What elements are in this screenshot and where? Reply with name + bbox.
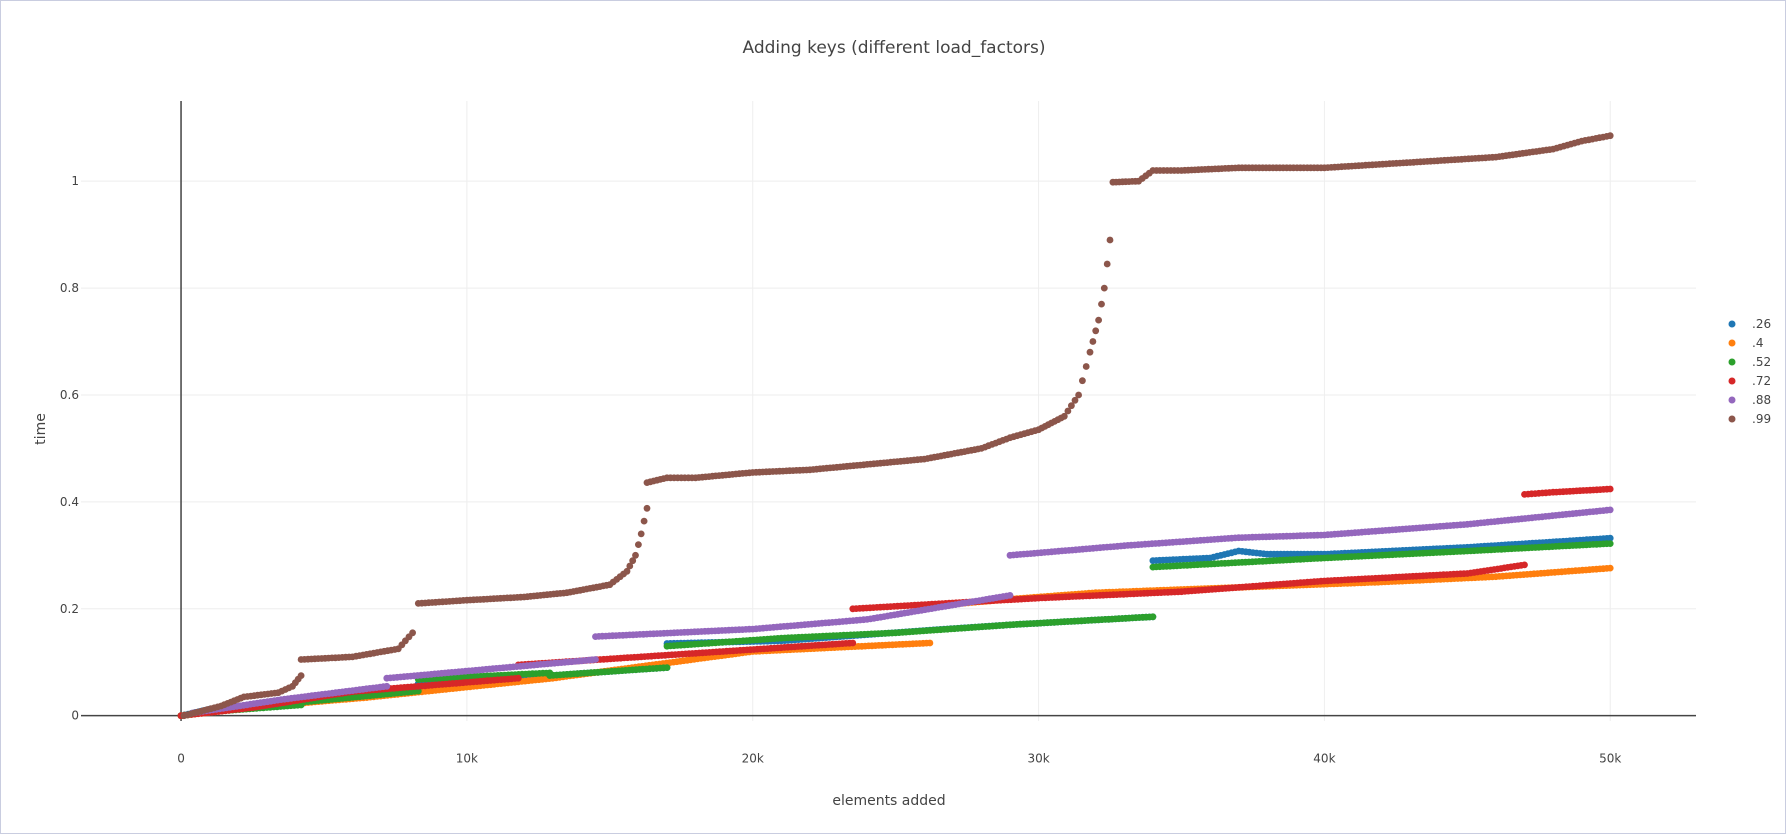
legend-marker <box>1728 358 1736 366</box>
series-p88 <box>189 506 1614 717</box>
data-point <box>1521 561 1528 569</box>
data-point <box>1086 348 1094 356</box>
chart-title: Adding keys (different load_factors) <box>743 38 1046 58</box>
data-point <box>1149 613 1157 621</box>
data-point <box>926 639 934 647</box>
data-point <box>626 562 634 570</box>
data-point <box>1606 534 1614 542</box>
y-tick-label: 1 <box>71 174 79 188</box>
data-point <box>1106 236 1114 244</box>
data-point <box>1606 506 1614 514</box>
data-point <box>640 517 648 525</box>
legend-marker <box>1728 377 1736 385</box>
x-tick-label: 50k <box>1599 752 1621 766</box>
x-tick-label: 10k <box>456 752 478 766</box>
data-point <box>1071 396 1079 404</box>
data-point <box>643 504 651 512</box>
data-point <box>592 656 599 663</box>
data-point <box>635 541 642 548</box>
data-point <box>629 557 637 565</box>
data-point <box>1064 407 1072 415</box>
legend-label: .99 <box>1752 412 1771 426</box>
data-point <box>1092 327 1100 335</box>
legend-label: .4 <box>1752 336 1763 350</box>
legend-label: .26 <box>1752 317 1771 331</box>
data-point <box>383 682 391 690</box>
series-p72 <box>177 485 1614 720</box>
legend-marker <box>1728 415 1736 423</box>
x-tick-label: 0 <box>177 752 185 766</box>
y-tick-label: 0 <box>71 709 79 723</box>
legend-item[interactable]: .4 <box>1728 336 1764 350</box>
series-p52 <box>177 540 1614 720</box>
data-point <box>514 674 522 682</box>
data-point <box>663 664 671 671</box>
data-point <box>1082 363 1090 370</box>
data-point <box>1095 316 1102 324</box>
legend-item[interactable]: .88 <box>1728 393 1772 407</box>
y-axis-title: time <box>33 413 49 445</box>
legend-label: .52 <box>1752 355 1771 369</box>
legend-label: .72 <box>1752 374 1771 388</box>
data-point <box>849 639 857 647</box>
legend-item[interactable]: .26 <box>1728 317 1772 331</box>
legend-label: .88 <box>1752 393 1771 407</box>
legend-marker <box>1728 396 1736 404</box>
x-tick-label: 20k <box>742 752 764 766</box>
series-p99 <box>180 132 1614 720</box>
data-point <box>1606 485 1614 493</box>
data-point <box>1606 564 1614 572</box>
y-tick-label: 0.2 <box>60 602 79 616</box>
x-tick-label: 30k <box>1027 752 1049 766</box>
data-point <box>623 567 631 575</box>
data-point <box>1606 540 1614 547</box>
legend-marker <box>1728 339 1736 347</box>
data-point <box>632 551 639 559</box>
data-point <box>1089 338 1097 345</box>
data-point <box>1079 377 1086 385</box>
data-point <box>1068 402 1075 410</box>
data-point <box>1006 592 1014 599</box>
legend-item[interactable]: .52 <box>1728 355 1772 369</box>
y-tick-label: 0.4 <box>60 495 79 509</box>
tick-labels: 0 10k 20k 30k 40k 50k 0 0.2 0.4 0.6 0.8 1 <box>60 174 1622 765</box>
data-point <box>1098 300 1105 308</box>
data-point <box>297 672 305 679</box>
axes <box>81 101 1696 721</box>
data-point <box>1606 132 1614 140</box>
y-tick-label: 0.8 <box>60 281 79 295</box>
legend: .26 .4 .52 .72 .88 .99 <box>1728 317 1772 426</box>
data-point <box>1075 391 1082 399</box>
data-point <box>1103 260 1111 268</box>
legend-item[interactable]: .72 <box>1728 374 1772 388</box>
data-point <box>409 629 416 637</box>
y-tick-label: 0.6 <box>60 388 79 402</box>
legend-marker <box>1728 320 1736 328</box>
data-points <box>177 132 1614 720</box>
legend-item[interactable]: .99 <box>1728 412 1772 426</box>
x-tick-label: 40k <box>1313 752 1335 766</box>
data-point <box>1060 412 1068 420</box>
gridlines <box>81 101 1696 721</box>
data-point <box>637 530 645 538</box>
x-axis-title: elements added <box>832 793 945 809</box>
data-point <box>1100 284 1108 292</box>
